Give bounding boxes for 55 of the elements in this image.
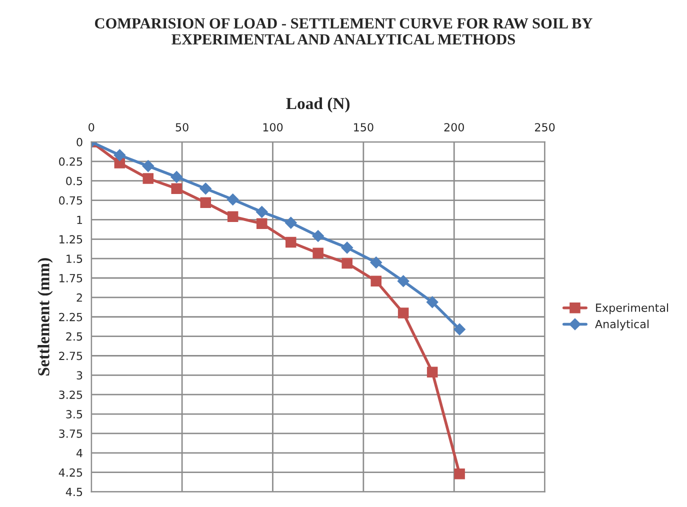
point [454,468,465,480]
x-tick-label: 100 [263,123,283,132]
point [200,197,212,208]
x-tick-label: 150 [354,123,374,132]
point [171,183,182,194]
y-tick-label: 4.25 [58,468,82,477]
x-tick-label: 0 [88,123,94,132]
y-tick-label: 2.25 [59,312,82,322]
point [142,160,154,172]
y-tick-label: 3.75 [59,429,82,438]
point [227,211,238,222]
point [285,236,296,248]
point [170,171,183,183]
x-axis-title: Load (N) [286,97,350,113]
chart-title: COMPARISION OF LOAD - SETTLEMENT CURVE FOR RAW SOIL BY EXPERIMENTAL AND ANALYTICAL METHODS [95,18,592,44]
y-tick-label: 0.5 [66,176,82,186]
y-tick-label: 3.25 [59,390,82,399]
point [370,256,382,268]
point [342,258,352,269]
x-tick-label: 200 [444,123,464,132]
point [142,173,154,184]
point [426,366,438,378]
legend-label: Experimental [596,303,668,314]
y-tick-label: 1 [77,216,82,224]
y-tick-label: 1.75 [60,274,82,282]
y-tick-label: 4 [76,449,82,458]
point [312,248,324,259]
y-tick-label: 0.25 [59,157,82,166]
point [256,206,268,218]
point [256,218,268,229]
x-tick-label: 250 [535,123,555,132]
point [226,194,239,206]
point [454,323,466,336]
y-tick-label: 4.5 [66,488,82,496]
y-tick-label: 1.5 [66,254,82,263]
point [370,276,382,286]
y-tick-label: 0.75 [59,196,82,205]
y-tick-label: 2 [76,293,82,302]
point [312,230,324,242]
point [284,216,297,229]
y-tick-label: 3.5 [66,410,82,418]
y-tick-label: 2.75 [59,352,82,360]
y-tick-label: 0 [76,138,82,146]
y-axis-title: Settlement (mm) [38,258,53,376]
point [341,242,354,254]
y-tick-label: 3 [76,371,82,380]
point [397,275,410,288]
x-tick-label: 50 [176,123,188,132]
point [398,308,409,318]
point [200,182,212,195]
point [114,149,126,162]
legend-label: Analytical [595,320,648,330]
point [426,296,438,308]
y-tick-label: 1.25 [60,235,82,244]
y-tick-label: 2.5 [66,332,82,341]
